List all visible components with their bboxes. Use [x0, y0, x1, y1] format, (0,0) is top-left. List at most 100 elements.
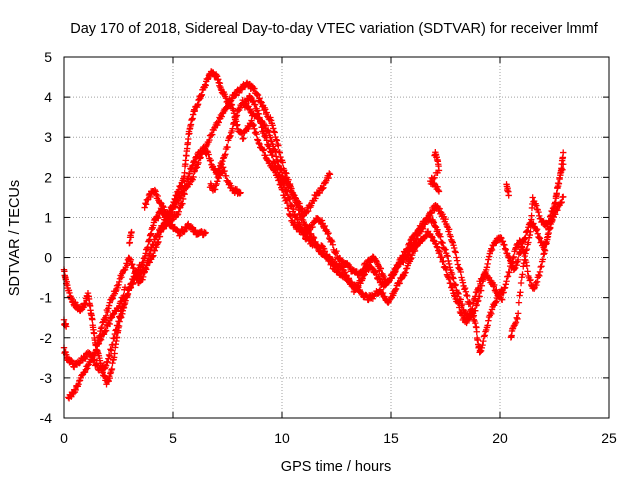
data-point: [174, 198, 182, 206]
data-point: [286, 182, 294, 189]
data-point: [400, 259, 407, 266]
data-point: [498, 296, 506, 303]
data-point: [514, 315, 521, 323]
data-point: [539, 256, 547, 263]
data-point: [151, 186, 159, 194]
data-point: [274, 166, 281, 174]
data-point: [233, 113, 240, 121]
data-point: [546, 225, 553, 233]
data-point: [139, 276, 146, 283]
data-point: [544, 231, 552, 238]
data-point: [222, 151, 229, 158]
data-point: [493, 298, 500, 305]
data-point: [192, 226, 199, 234]
data-point: [211, 186, 219, 193]
data-point: [518, 274, 525, 281]
data-point: [191, 158, 198, 166]
data-point: [342, 271, 350, 279]
data-point: [258, 124, 265, 131]
data-point: [377, 265, 385, 272]
data-point: [509, 258, 516, 265]
data-point: [304, 225, 312, 233]
data-point: [541, 247, 549, 254]
data-point: [440, 258, 447, 265]
data-point: [544, 221, 551, 228]
data-point: [185, 174, 192, 182]
data-point: [221, 167, 228, 175]
data-point: [104, 358, 111, 366]
data-point: [524, 268, 531, 275]
data-point: [477, 347, 485, 354]
data-point: [253, 131, 260, 138]
data-point: [443, 222, 451, 230]
data-point: [181, 191, 188, 198]
data-point: [75, 381, 82, 388]
data-point: [429, 207, 437, 214]
series-track-c: [60, 96, 443, 341]
data-point: [276, 172, 284, 179]
data-point: [514, 256, 522, 264]
data-point: [175, 208, 183, 215]
data-point: [207, 157, 214, 164]
data-point: [201, 230, 209, 237]
data-point: [535, 208, 542, 216]
data-point: [347, 279, 355, 286]
data-point: [443, 266, 450, 274]
data-point: [162, 212, 169, 219]
data-point: [300, 230, 307, 237]
data-point: [448, 238, 456, 245]
data-point: [439, 239, 446, 247]
data-point: [251, 125, 258, 132]
data-point: [552, 199, 559, 206]
data-point: [546, 224, 554, 231]
data-point: [477, 348, 484, 355]
data-point: [265, 128, 273, 136]
data-point: [506, 269, 513, 276]
data-point: [256, 114, 263, 121]
data-point: [560, 161, 567, 168]
data-point: [535, 271, 542, 279]
data-point: [104, 308, 111, 316]
data-point: [215, 119, 222, 126]
data-point: [202, 229, 209, 236]
data-point: [436, 248, 443, 255]
data-point: [283, 199, 291, 207]
data-point: [248, 117, 255, 124]
data-point: [550, 204, 557, 212]
data-point: [190, 173, 197, 181]
data-point: [435, 188, 443, 195]
data-point: [533, 226, 541, 233]
data-point: [250, 121, 257, 129]
data-point: [165, 218, 172, 225]
data-point: [331, 249, 339, 256]
data-point: [419, 225, 427, 233]
data-point: [226, 133, 233, 141]
data-point: [319, 185, 326, 192]
data-point: [270, 158, 278, 166]
data-point: [256, 140, 263, 148]
data-point: [379, 289, 387, 297]
data-point: [454, 299, 462, 306]
data-point: [257, 120, 265, 127]
data-point: [320, 223, 327, 230]
data-point: [359, 275, 366, 282]
data-point: [237, 189, 244, 196]
data-point: [118, 274, 125, 281]
data-point: [101, 365, 108, 372]
data-point: [287, 201, 294, 209]
data-point: [209, 131, 216, 138]
data-point: [428, 233, 435, 240]
data-point: [236, 190, 244, 197]
data-points: [60, 68, 567, 402]
data-point: [444, 253, 451, 260]
data-point: [473, 328, 480, 335]
data-point: [222, 95, 230, 102]
data-point: [490, 281, 498, 289]
data-point: [105, 305, 112, 312]
data-point: [275, 142, 282, 149]
data-point: [288, 185, 295, 192]
data-point: [110, 335, 118, 342]
data-point: [92, 361, 100, 368]
data-point: [360, 272, 367, 279]
x-tick-label-5: 25: [601, 430, 617, 446]
